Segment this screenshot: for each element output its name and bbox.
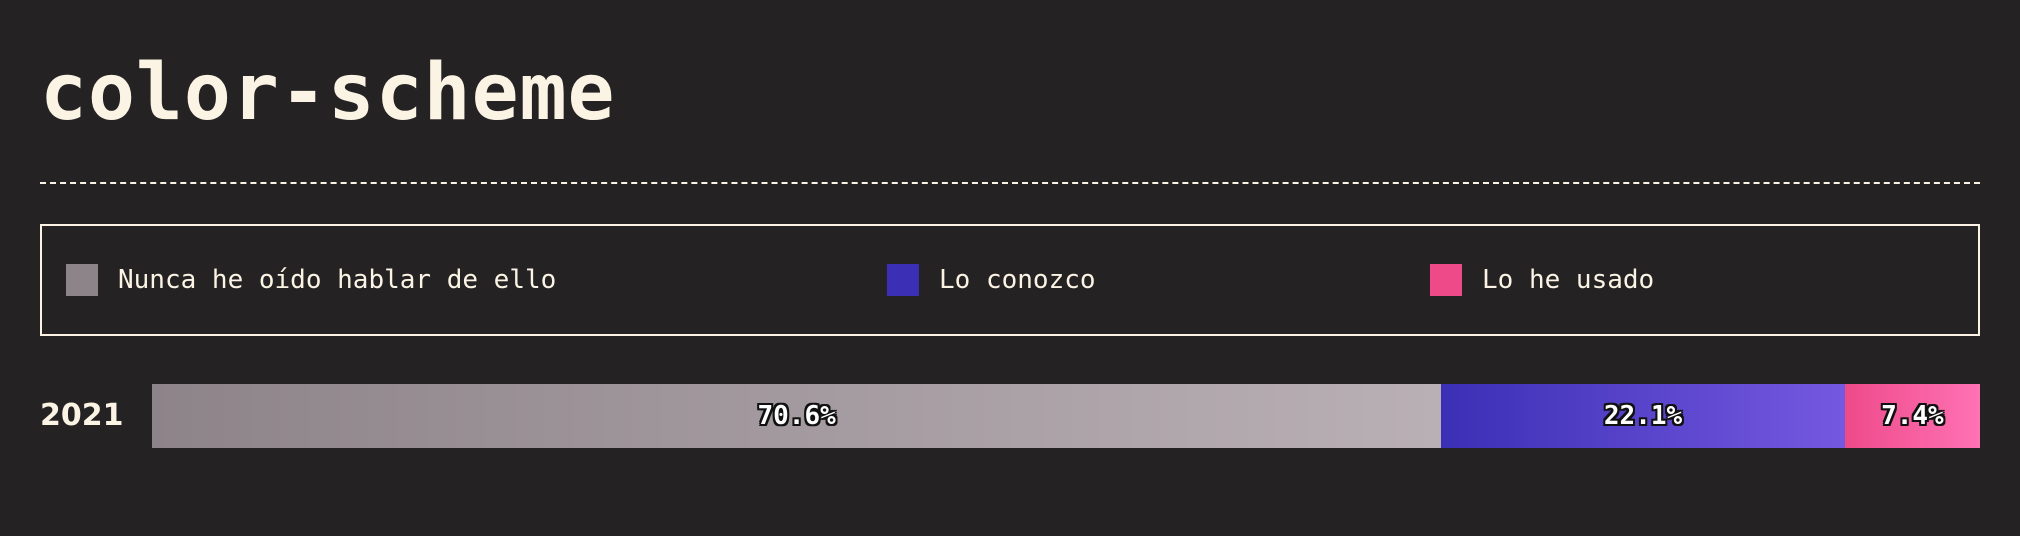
bar-segment-label-2: 22.1%	[1603, 401, 1683, 431]
legend-label-3: Lo he usado	[1482, 265, 1655, 295]
legend-item-1: Nunca he oído hablar de ello	[66, 226, 556, 334]
legend-item-3: Lo he usado	[1430, 226, 1654, 334]
bar-segment-3: 7.4%	[1844, 384, 1980, 448]
dashed-divider	[40, 182, 1980, 184]
row-label-2021: 2021	[40, 398, 124, 433]
legend-label-2: Lo conozco	[939, 265, 1096, 295]
bar-segment-2: 22.1%	[1441, 384, 1845, 448]
chart-legend: Nunca he oído hablar de ello Lo conozco Lo…	[40, 224, 1980, 336]
bar-segment-label-3: 7.4%	[1881, 401, 1944, 431]
legend-swatch-1	[66, 264, 98, 296]
bar-segment-label-1: 70.6%	[757, 401, 836, 431]
legend-swatch-3	[1430, 264, 1462, 296]
bar-segment-1: 70.6%	[152, 384, 1442, 448]
legend-item-2: Lo conozco	[887, 226, 1096, 334]
legend-swatch-2	[887, 264, 919, 296]
page-title: color-scheme	[40, 48, 616, 138]
legend-label-1: Nunca he oído hablar de ello	[118, 265, 557, 295]
stacked-bar-2021: 70.6% 22.1% 7.4%	[152, 384, 1980, 448]
